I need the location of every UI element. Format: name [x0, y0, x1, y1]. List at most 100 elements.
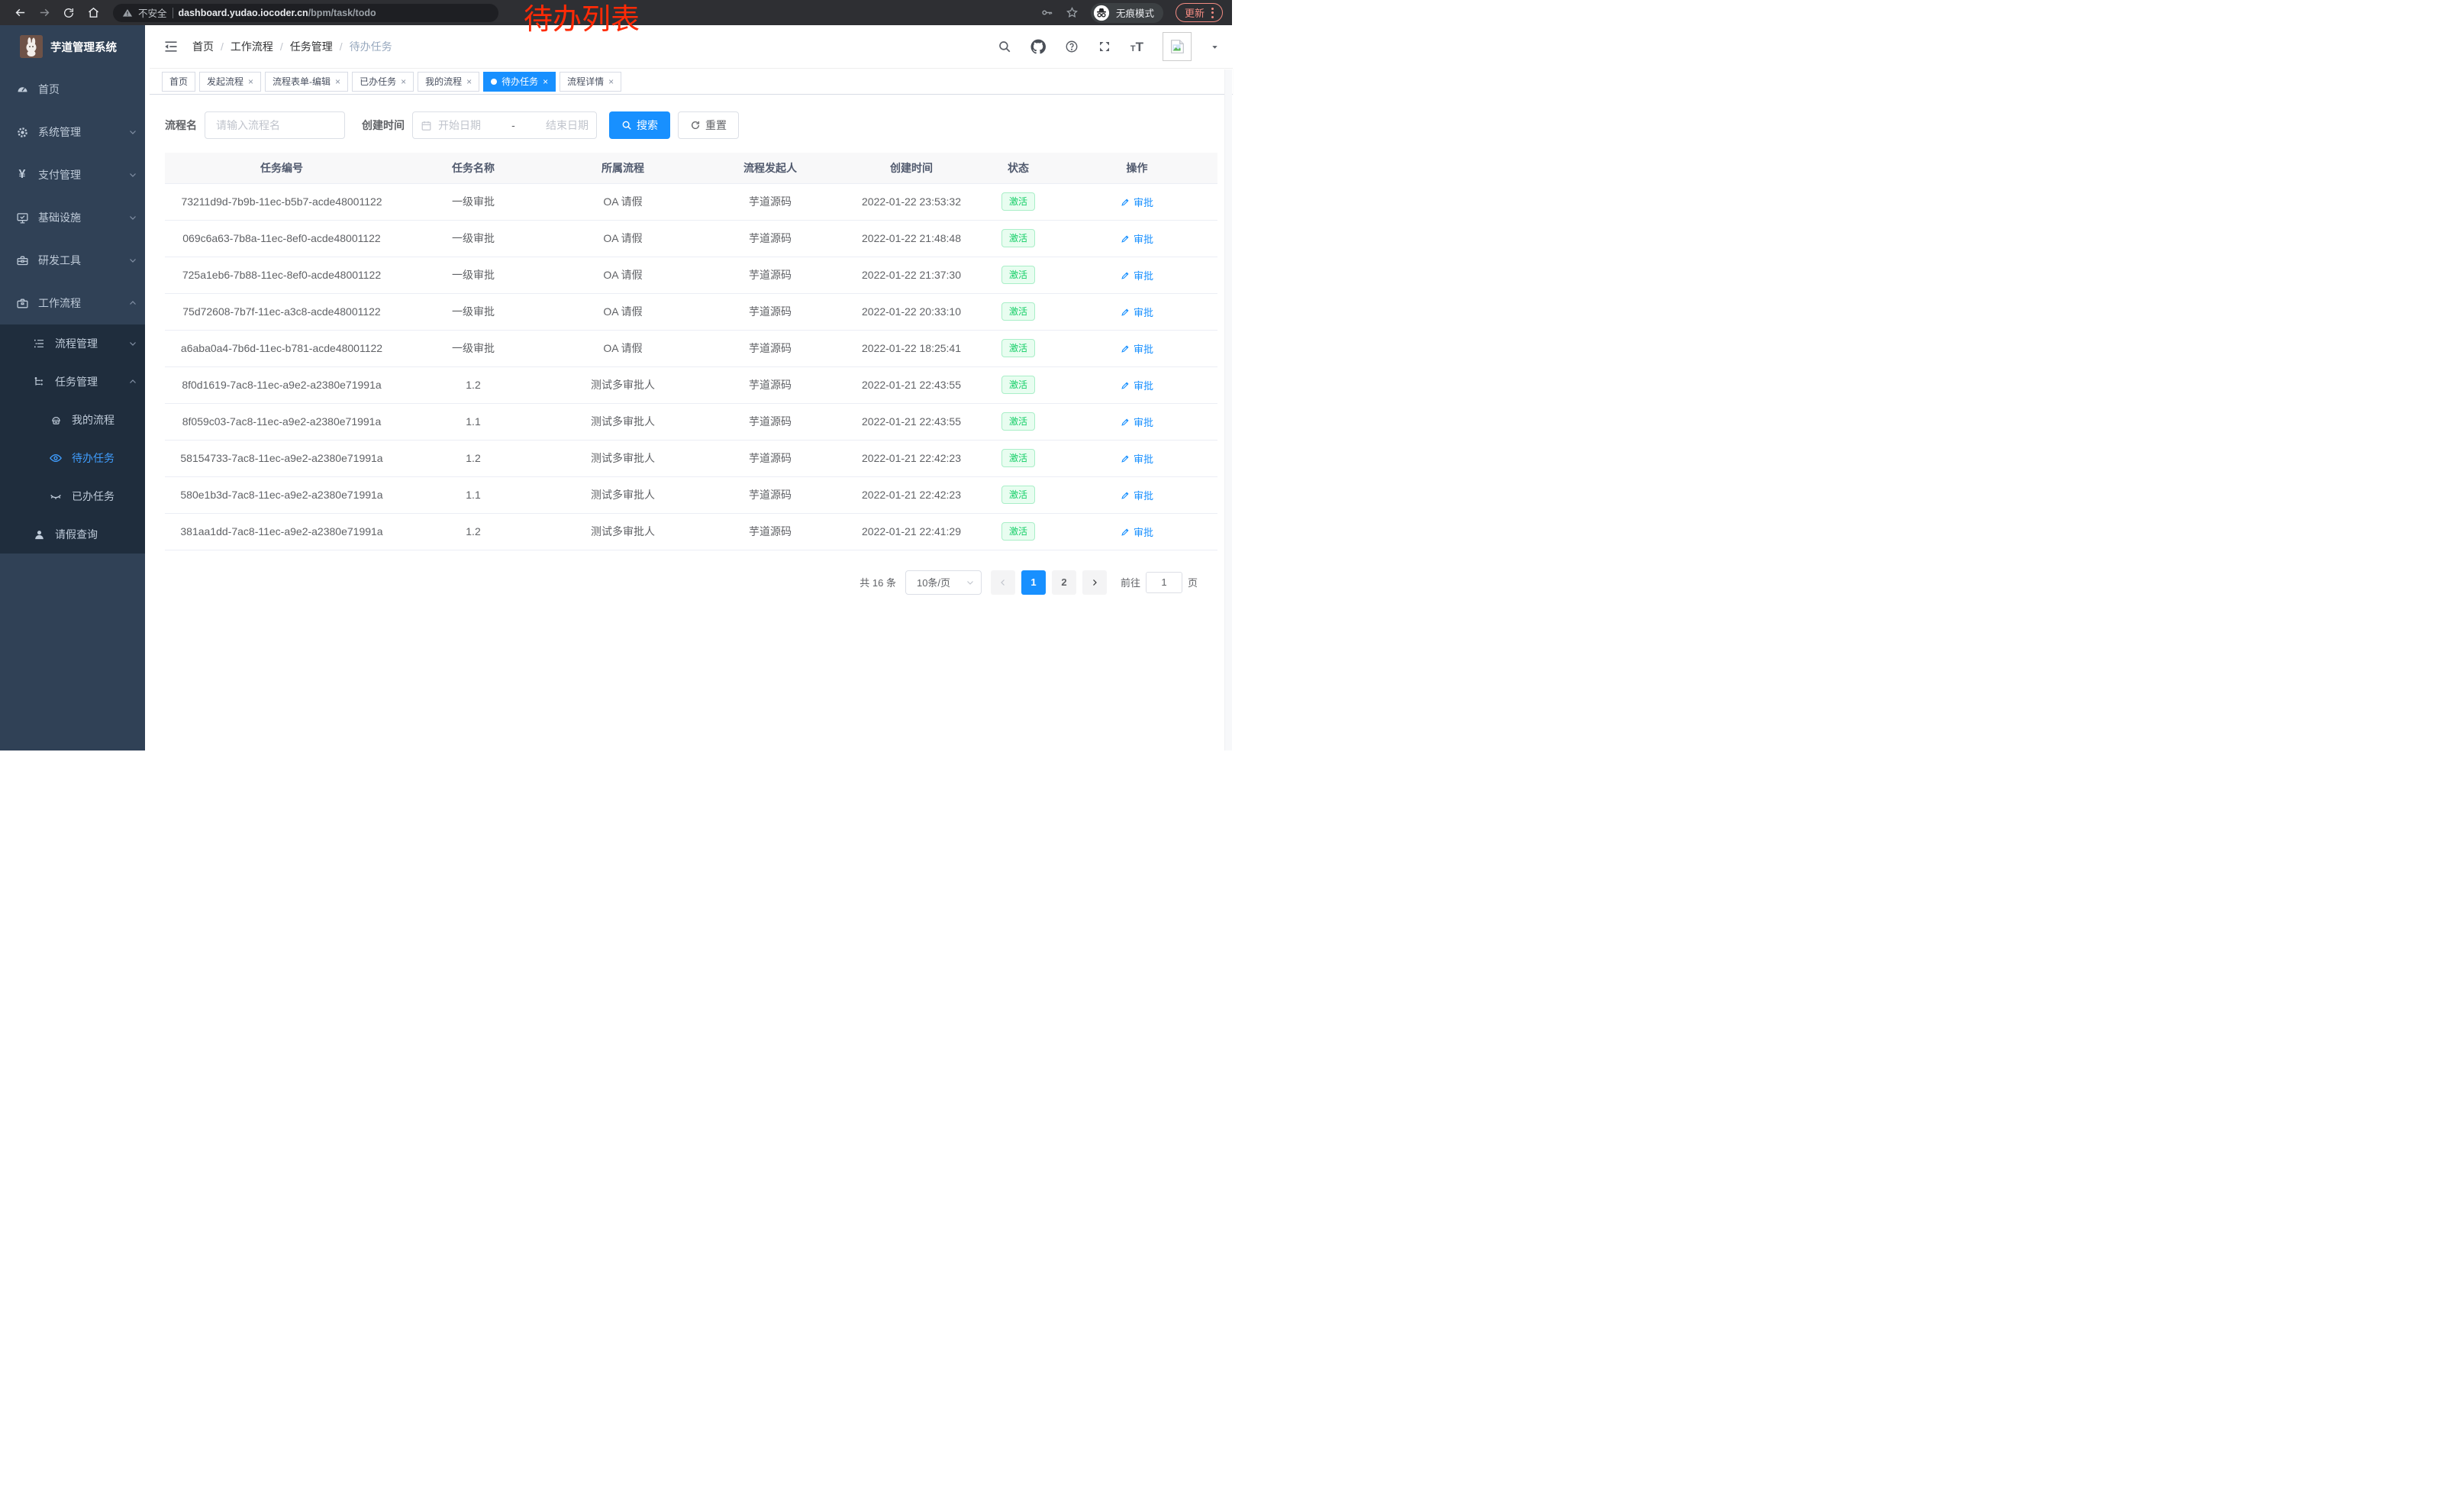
prev-page-button[interactable]	[990, 570, 1015, 595]
approve-link[interactable]: 审批	[1121, 451, 1153, 466]
create-time-label: 创建时间	[362, 119, 405, 131]
task-created: 2022-01-22 21:48:48	[843, 220, 980, 257]
approve-link[interactable]: 审批	[1121, 488, 1153, 502]
tab-label: 已办任务	[360, 76, 397, 87]
pencil-icon	[1121, 198, 1129, 206]
sidebar-item-system[interactable]: 系统管理	[0, 111, 150, 153]
password-key-icon[interactable]	[1040, 6, 1053, 19]
sidebar: 芋道管理系统 首页 系统管理 ¥ 支付管理	[0, 25, 150, 750]
browser-update-button[interactable]: 更新	[1175, 3, 1223, 22]
approve-label: 审批	[1133, 233, 1153, 245]
browser-reload-button[interactable]	[58, 2, 79, 24]
sidebar-item-infra[interactable]: 基础设施	[0, 196, 150, 239]
task-name: 一级审批	[398, 183, 548, 221]
tab-start-process[interactable]: 发起流程 ×	[199, 71, 262, 92]
goto-label: 前往	[1120, 577, 1140, 589]
calendar-icon	[421, 121, 431, 131]
tab-my-process[interactable]: 我的流程 ×	[418, 71, 480, 92]
approve-link[interactable]: 审批	[1121, 341, 1153, 356]
sidebar-item-label: 任务管理	[55, 376, 98, 388]
page-button-1[interactable]: 1	[1021, 570, 1046, 595]
column-task-id: 任务编号	[165, 153, 398, 184]
sidebar-item-devtools[interactable]: 研发工具	[0, 239, 150, 282]
sidebar-item-label: 工作流程	[38, 297, 81, 309]
tab-label: 我的流程	[425, 76, 463, 87]
approve-link[interactable]: 审批	[1121, 231, 1153, 246]
page-button-2[interactable]: 2	[1051, 570, 1076, 595]
sidebar-item-process-mgmt[interactable]: 流程管理	[0, 324, 150, 363]
tab-done-tasks[interactable]: 已办任务 ×	[352, 71, 414, 92]
pencil-icon	[1121, 528, 1129, 536]
close-icon[interactable]: ×	[608, 76, 614, 87]
next-page-button[interactable]	[1082, 570, 1107, 595]
sidebar-item-label: 流程管理	[55, 337, 98, 350]
browser-forward-button[interactable]	[34, 2, 55, 24]
yen-icon: ¥	[18, 168, 26, 181]
browser-back-button[interactable]	[9, 2, 31, 24]
reload-icon	[64, 8, 73, 18]
github-icon[interactable]	[1030, 39, 1046, 54]
tab-home[interactable]: 首页	[162, 71, 196, 92]
sidebar-item-todo-tasks[interactable]: 待办任务	[0, 439, 150, 477]
chevron-up-icon	[128, 377, 137, 386]
sidebar-item-home[interactable]: 首页	[0, 68, 150, 111]
fullscreen-icon[interactable]	[1098, 40, 1111, 53]
search-icon[interactable]	[998, 40, 1011, 53]
status-badge: 激活	[1001, 302, 1035, 321]
close-icon[interactable]: ×	[248, 76, 254, 87]
approve-link[interactable]: 审批	[1121, 268, 1153, 282]
task-initiator: 芋道源码	[698, 440, 843, 477]
breadcrumb-workflow[interactable]: 工作流程	[230, 40, 273, 53]
approve-link[interactable]: 审批	[1121, 305, 1153, 319]
sidebar-logo[interactable]: 芋道管理系统	[0, 25, 150, 68]
avatar-caret-icon[interactable]	[1211, 43, 1219, 51]
page-size-value: 10条/页	[916, 577, 951, 589]
range-separator: -	[511, 119, 515, 131]
approve-link[interactable]: 审批	[1121, 378, 1153, 392]
sidebar-item-my-process[interactable]: 我的流程	[0, 401, 150, 439]
close-icon[interactable]: ×	[401, 76, 407, 87]
approve-link[interactable]: 审批	[1121, 195, 1153, 209]
sidebar-item-done-tasks[interactable]: 已办任务	[0, 477, 150, 515]
tab-todo-tasks[interactable]: 待办任务 ×	[483, 71, 556, 92]
sidebar-item-leave-query[interactable]: 请假查询	[0, 515, 150, 554]
page-size-select[interactable]: 10条/页	[905, 570, 982, 595]
sidebar-item-workflow[interactable]: 工作流程	[0, 282, 150, 324]
sidebar-collapse-button[interactable]	[163, 39, 179, 54]
chevron-down-icon	[128, 256, 137, 265]
reset-button[interactable]: 重置	[678, 111, 739, 139]
process-name-input[interactable]	[205, 111, 345, 139]
approve-link[interactable]: 审批	[1121, 525, 1153, 539]
table-row: 8f0d1619-7ac8-11ec-a9e2-a2380e71991a 1.2 测…	[165, 366, 1217, 404]
approve-label: 审批	[1133, 270, 1153, 282]
close-icon[interactable]: ×	[466, 76, 472, 87]
search-button[interactable]: 搜索	[609, 111, 670, 139]
column-initiator: 流程发起人	[698, 153, 843, 184]
chevron-down-icon	[128, 128, 137, 137]
close-icon[interactable]: ×	[335, 76, 341, 87]
tab-form-edit[interactable]: 流程表单-编辑 ×	[265, 71, 349, 92]
page-scrollbar[interactable]	[1224, 69, 1232, 750]
breadcrumb-home[interactable]: 首页	[192, 40, 214, 53]
browser-home-button[interactable]	[82, 2, 104, 24]
goto-page-input[interactable]	[1145, 571, 1182, 593]
help-icon[interactable]	[1065, 40, 1079, 53]
tab-process-detail[interactable]: 流程详情 ×	[560, 71, 622, 92]
bookmark-star-icon[interactable]	[1066, 6, 1079, 19]
chevron-down-icon	[128, 170, 137, 179]
task-name: 1.2	[398, 366, 548, 404]
face-icon	[49, 414, 63, 427]
sidebar-item-payment[interactable]: ¥ 支付管理	[0, 153, 150, 196]
url-bar[interactable]: 不安全 dashboard.yudao.iocoder.cn/bpm/task/…	[113, 3, 498, 22]
browser-menu-icon[interactable]	[1211, 7, 1214, 18]
gear-icon	[15, 126, 29, 139]
sidebar-item-task-mgmt[interactable]: 任务管理	[0, 363, 150, 401]
date-range-picker[interactable]: 开始日期 - 结束日期	[412, 111, 597, 139]
avatar[interactable]	[1163, 32, 1192, 61]
task-initiator: 芋道源码	[698, 513, 843, 550]
approve-link[interactable]: 审批	[1121, 415, 1153, 429]
breadcrumb-task-mgmt[interactable]: 任务管理	[289, 40, 333, 53]
close-icon[interactable]: ×	[543, 76, 549, 87]
